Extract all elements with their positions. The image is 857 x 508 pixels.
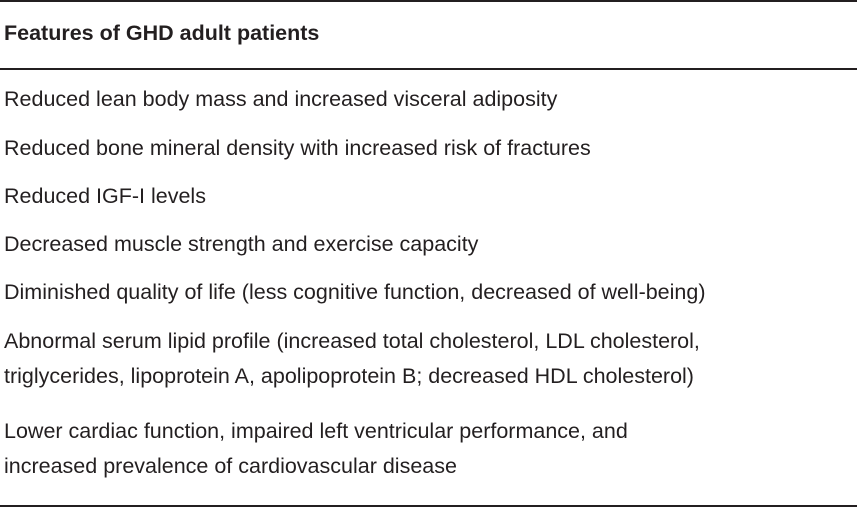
table-row: Reduced bone mineral density with increa… bbox=[4, 131, 854, 166]
table-row: Abnormal serum lipid profile (increased … bbox=[4, 324, 854, 394]
row-text: Abnormal serum lipid profile (increased … bbox=[4, 329, 700, 353]
row-text: Reduced lean body mass and increased vis… bbox=[4, 87, 558, 111]
row-text: Diminished quality of life (less cogniti… bbox=[4, 280, 706, 304]
row-text: Reduced bone mineral density with increa… bbox=[4, 136, 591, 160]
table-row: Lower cardiac function, impaired left ve… bbox=[4, 414, 854, 484]
table-row: Diminished quality of life (less cogniti… bbox=[4, 275, 854, 310]
row-text: Decreased muscle strength and exercise c… bbox=[4, 232, 479, 256]
table-row: Reduced lean body mass and increased vis… bbox=[4, 82, 854, 117]
row-text: increased prevalence of cardiovascular d… bbox=[4, 454, 457, 478]
table-bottom-rule bbox=[0, 505, 857, 507]
row-text: triglycerides, lipoprotein A, apolipopro… bbox=[4, 364, 694, 388]
row-text: Lower cardiac function, impaired left ve… bbox=[4, 419, 628, 443]
table-header-rule bbox=[0, 68, 857, 70]
table-top-rule bbox=[0, 0, 857, 2]
table-row: Reduced IGF-I levels bbox=[4, 179, 854, 214]
row-text: Reduced IGF-I levels bbox=[4, 184, 206, 208]
table-header: Features of GHD adult patients bbox=[4, 21, 320, 45]
table-row: Decreased muscle strength and exercise c… bbox=[4, 227, 854, 262]
